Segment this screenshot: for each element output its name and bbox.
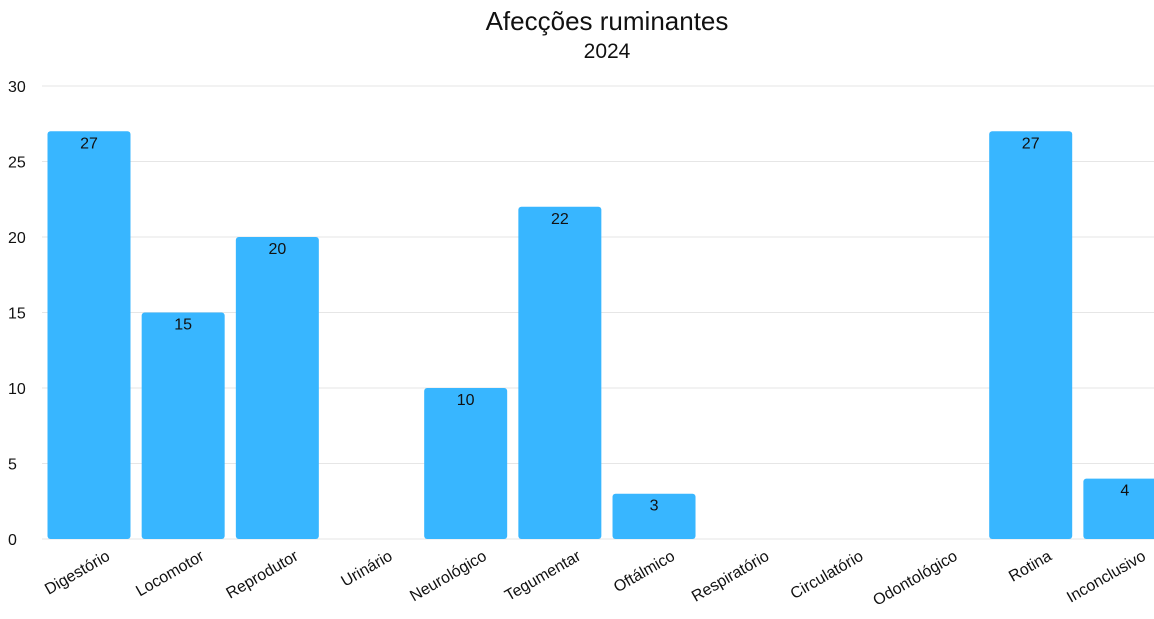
x-tick-label: Oftálmico [611, 548, 678, 597]
bar-tegumentar [518, 206, 602, 540]
x-tick-label: Digestório [42, 548, 113, 599]
data-label: 27 [80, 135, 98, 152]
x-tick-label: Reprodutor [224, 547, 302, 602]
x-tick-label: Urinário [338, 548, 395, 591]
data-label: 20 [268, 241, 286, 258]
y-tick-label: 25 [8, 155, 26, 172]
bar-inconclusivo [1083, 478, 1154, 539]
x-tick-label: Odontológico [870, 548, 960, 610]
bar-rotina [989, 131, 1073, 540]
bar-oftálmico [612, 493, 696, 539]
data-labels: 27 15 20 10 22 3 27 4 [80, 135, 1129, 514]
bar-digestório [47, 131, 131, 540]
x-tick-label: Locomotor [133, 547, 208, 600]
bar-neurológico [424, 388, 508, 539]
x-axis: Digestório Locomotor Reprodutor Urinário Neu… [42, 547, 1149, 609]
chart-subtitle: 2024 [583, 40, 631, 63]
y-tick-label: 0 [8, 532, 17, 549]
data-label: 10 [457, 392, 475, 409]
x-tick-label: Inconclusivo [1064, 548, 1149, 607]
x-tick-label: Rotina [1006, 548, 1055, 586]
chart-title: Afecções ruminantes [485, 6, 729, 36]
bar-locomotor [141, 312, 225, 539]
y-tick-label: 30 [8, 79, 26, 96]
bar-reprodutor [235, 237, 319, 539]
data-label: 4 [1120, 483, 1129, 500]
y-axis: 0 5 10 15 20 25 30 [8, 79, 26, 549]
y-tick-label: 20 [8, 230, 26, 247]
x-tick-label: Neurológico [407, 548, 490, 605]
data-label: 3 [650, 498, 659, 515]
bars [47, 131, 1154, 540]
y-tick-label: 10 [8, 381, 26, 398]
data-label: 22 [551, 211, 569, 228]
x-tick-label: Respiratório [689, 548, 772, 606]
x-tick-label: Tegumentar [502, 547, 584, 604]
data-label: 15 [174, 317, 192, 334]
y-tick-label: 5 [8, 457, 17, 474]
x-tick-label: Circulatório [788, 548, 867, 603]
y-tick-label: 15 [8, 306, 26, 323]
data-label: 27 [1022, 135, 1040, 152]
